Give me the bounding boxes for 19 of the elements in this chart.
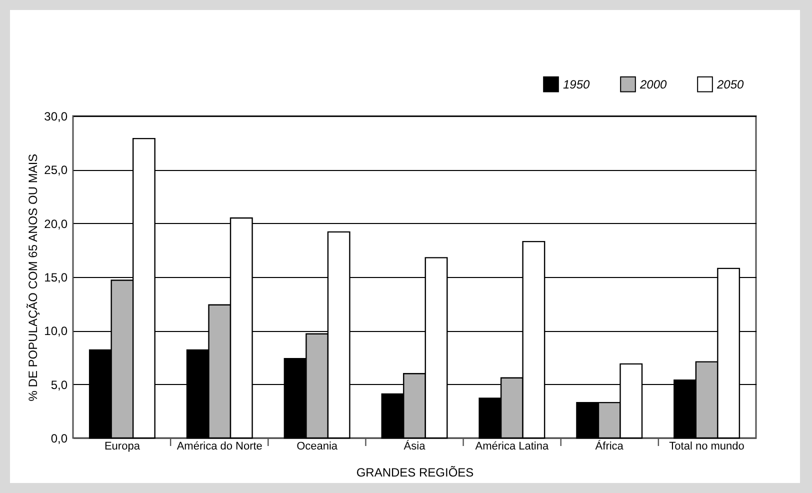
y-tick-label: 10,0 [44,324,68,338]
legend-label: 2000 [639,77,668,92]
x-axis-title: GRANDES REGIÕES [356,466,474,480]
y-tick-label: 25,0 [44,163,68,178]
legend-label: 1950 [563,77,590,92]
y-axis-title: % DE POPULAÇÃO COM 65 ANOS OU MAIS [26,154,40,402]
x-tick-label: Oceania [296,440,338,452]
x-tick-label: Europa [104,440,141,452]
y-tick-label: 20,0 [44,216,68,231]
y-tick-label: 5,0 [50,378,68,392]
y-tick-label: 30,0 [44,110,68,124]
y-tick-label: 0,0 [50,432,68,446]
x-tick-label: Total no mundo [669,440,744,452]
legend-label: 2050 [716,77,744,92]
x-tick-label: América do Norte [176,440,262,452]
x-tick-label: Ásia [404,440,426,452]
y-tick-label: 15,0 [44,270,68,284]
x-tick-label: África [595,440,624,452]
x-tick-label: América Latina [475,440,550,452]
